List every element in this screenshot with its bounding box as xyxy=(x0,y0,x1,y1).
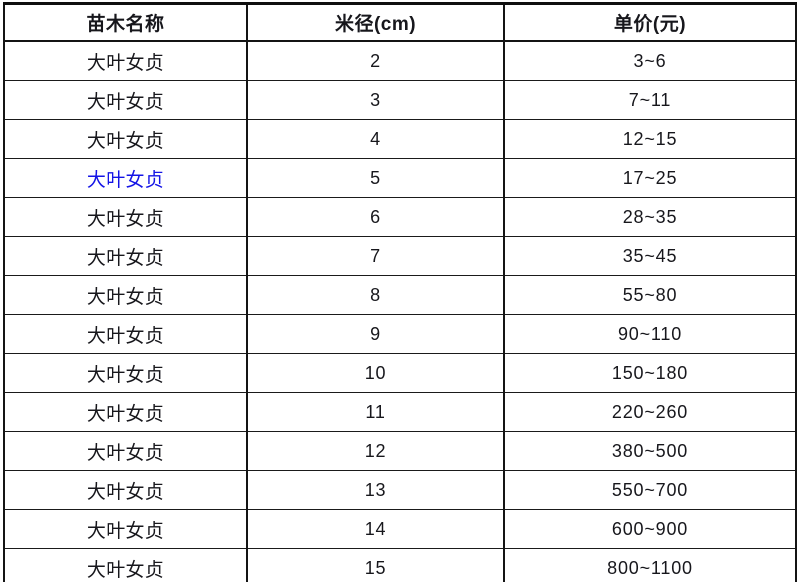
cell-species: 大叶女贞 xyxy=(3,509,248,549)
cell-diameter: 9 xyxy=(246,314,505,354)
cell-price: 55~80 xyxy=(503,275,797,315)
table-header-row: 苗木名称 米径(cm) 单价(元) xyxy=(3,2,797,42)
cell-price: 90~110 xyxy=(503,314,797,354)
cell-price: 800~1100 xyxy=(503,548,797,582)
table-header: 苗木名称 米径(cm) 单价(元) xyxy=(3,2,797,42)
column-header-price: 单价(元) xyxy=(503,2,797,42)
cell-price: 600~900 xyxy=(503,509,797,549)
cell-diameter: 15 xyxy=(246,548,505,582)
cell-diameter: 11 xyxy=(246,392,505,432)
cell-species: 大叶女贞 xyxy=(3,40,248,81)
cell-diameter: 3 xyxy=(246,80,505,120)
cell-diameter: 13 xyxy=(246,470,505,510)
table-row[interactable]: 大叶女贞 2 3~6 xyxy=(3,40,797,81)
cell-diameter: 12 xyxy=(246,431,505,471)
table-row[interactable]: 大叶女贞 12 380~500 xyxy=(3,431,797,471)
cell-species: 大叶女贞 xyxy=(3,197,248,237)
cell-species: 大叶女贞 xyxy=(3,80,248,120)
cell-price: 17~25 xyxy=(503,158,797,198)
cell-species: 大叶女贞 xyxy=(3,275,248,315)
cell-diameter: 8 xyxy=(246,275,505,315)
table-body: 大叶女贞 2 3~6 大叶女贞 3 7~11 大叶女贞 4 12~15 大叶女贞 5 17~25 大叶女… xyxy=(3,40,797,582)
cell-diameter: 4 xyxy=(246,119,505,159)
table-row[interactable]: 大叶女贞 9 90~110 xyxy=(3,314,797,354)
cell-species: 大叶女贞 xyxy=(3,314,248,354)
cell-price: 35~45 xyxy=(503,236,797,276)
cell-price: 28~35 xyxy=(503,197,797,237)
column-header-diameter: 米径(cm) xyxy=(246,2,505,42)
cell-price: 550~700 xyxy=(503,470,797,510)
cell-diameter: 2 xyxy=(246,40,505,81)
column-header-name: 苗木名称 xyxy=(3,2,248,42)
cell-price: 220~260 xyxy=(503,392,797,432)
table-row[interactable]: 大叶女贞 15 800~1100 xyxy=(3,548,797,582)
table-row[interactable]: 大叶女贞 13 550~700 xyxy=(3,470,797,510)
nursery-price-table: 苗木名称 米径(cm) 单价(元) 大叶女贞 2 3~6 大叶女贞 3 7~11 大叶女贞 4… xyxy=(3,2,797,582)
table-row[interactable]: 大叶女贞 3 7~11 xyxy=(3,80,797,120)
cell-species-highlighted[interactable]: 大叶女贞 xyxy=(3,158,248,198)
table-row[interactable]: 大叶女贞 11 220~260 xyxy=(3,392,797,432)
table-row[interactable]: 大叶女贞 14 600~900 xyxy=(3,509,797,549)
cell-price: 380~500 xyxy=(503,431,797,471)
cell-species: 大叶女贞 xyxy=(3,353,248,393)
cell-species: 大叶女贞 xyxy=(3,431,248,471)
cell-diameter: 5 xyxy=(246,158,505,198)
cell-diameter: 6 xyxy=(246,197,505,237)
cell-species: 大叶女贞 xyxy=(3,392,248,432)
cell-species: 大叶女贞 xyxy=(3,548,248,582)
cell-species: 大叶女贞 xyxy=(3,236,248,276)
cell-diameter: 10 xyxy=(246,353,505,393)
cell-diameter: 7 xyxy=(246,236,505,276)
cell-price: 150~180 xyxy=(503,353,797,393)
table-row[interactable]: 大叶女贞 8 55~80 xyxy=(3,275,797,315)
table-row[interactable]: 大叶女贞 10 150~180 xyxy=(3,353,797,393)
cell-price: 7~11 xyxy=(503,80,797,120)
table-row[interactable]: 大叶女贞 7 35~45 xyxy=(3,236,797,276)
cell-species: 大叶女贞 xyxy=(3,470,248,510)
table-row[interactable]: 大叶女贞 5 17~25 xyxy=(3,158,797,198)
cell-price: 12~15 xyxy=(503,119,797,159)
cell-diameter: 14 xyxy=(246,509,505,549)
table-row[interactable]: 大叶女贞 6 28~35 xyxy=(3,197,797,237)
table-row[interactable]: 大叶女贞 4 12~15 xyxy=(3,119,797,159)
cell-price: 3~6 xyxy=(503,40,797,81)
cell-species: 大叶女贞 xyxy=(3,119,248,159)
